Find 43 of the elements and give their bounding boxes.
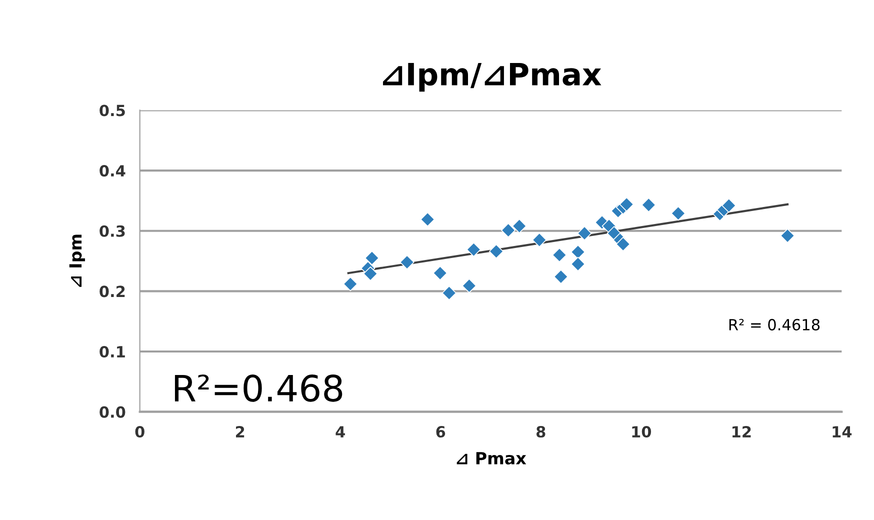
y-axis-title: ⊿ Ipm: [69, 234, 85, 287]
y-tick-label: 0.5: [100, 104, 125, 116]
annotation: R²=0.468: [174, 374, 342, 402]
point: [616, 236, 630, 252]
point: [722, 198, 736, 213]
x-tick-label: 12: [732, 426, 751, 438]
point: [671, 206, 686, 221]
y-tick-label: 0.2: [100, 286, 125, 298]
x-tick-label: 0: [135, 426, 144, 438]
chart-title: ⊿Ipm/⊿Pmax: [382, 62, 602, 92]
y-tick-label: 0.1: [100, 346, 125, 358]
point: [420, 212, 435, 227]
point: [400, 255, 414, 270]
point: [432, 266, 448, 280]
point: [442, 286, 456, 300]
point: [532, 232, 547, 248]
point: [780, 228, 795, 243]
y-tick-label: 0.3: [100, 225, 125, 237]
point: [570, 256, 586, 272]
annotation: R² = 0.4618: [729, 318, 820, 330]
point: [641, 198, 656, 212]
point: [577, 226, 592, 241]
x-axis-title: ⊿ Pmax: [456, 452, 526, 465]
point: [619, 197, 634, 212]
y-tick-label: 0.4: [100, 165, 126, 177]
point: [554, 270, 568, 284]
point: [489, 244, 504, 259]
point: [462, 278, 476, 293]
point: [466, 242, 481, 257]
x-tick-label: 10: [632, 426, 652, 438]
x-tick-label: 8: [536, 426, 546, 438]
x-tick-label: 2: [236, 426, 244, 438]
point: [363, 266, 378, 281]
x-tick-label: 14: [832, 426, 852, 438]
point: [512, 218, 527, 234]
point: [570, 244, 586, 260]
x-tick-label: 6: [436, 426, 446, 438]
point: [343, 276, 358, 292]
y-tick-label: 0.0: [100, 406, 126, 418]
point: [552, 248, 567, 262]
point: [501, 223, 516, 238]
x-tick-label: 4: [336, 426, 345, 438]
point: [364, 250, 380, 266]
